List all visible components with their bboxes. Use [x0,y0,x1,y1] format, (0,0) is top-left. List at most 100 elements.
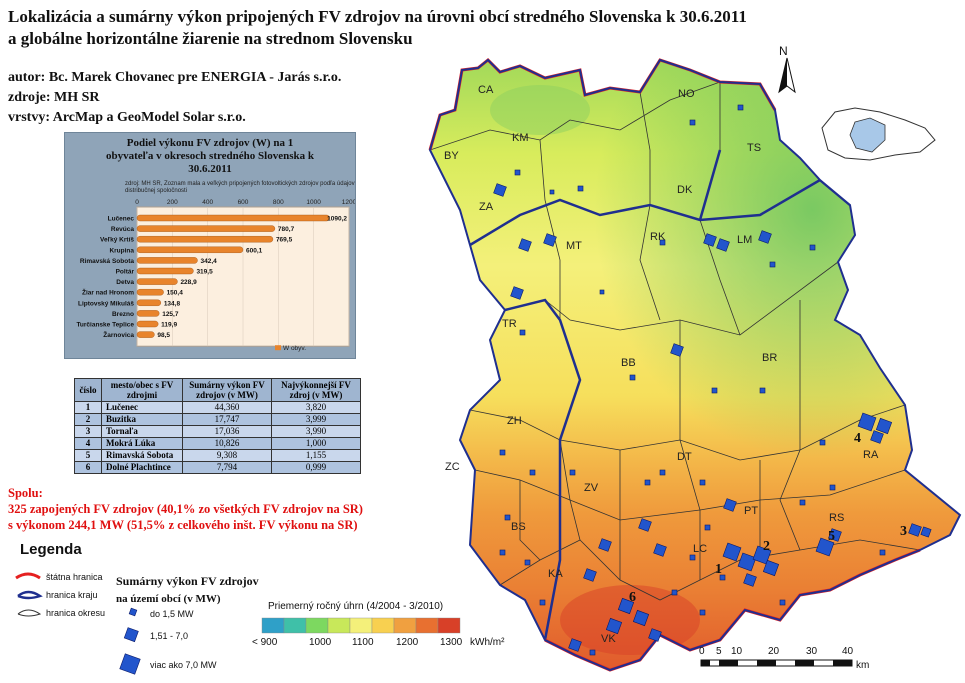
table-header: mesto/obec s FV zdrojmi [101,378,183,402]
map-metadata: autor: Bc. Marek Chovanec pre ENERGIA - … [8,68,341,128]
colorbar-label: 1200 [396,637,419,648]
table-row: 4 Mokrá Lúka 10,826 1,000 [74,437,361,450]
table-cell-total: 17,747 [182,413,272,426]
category-label: Liptovský Mikuláš [78,300,134,307]
x-tick-label: 200 [167,199,178,206]
table-cell-name: Buzitka [101,413,183,426]
district-label: ZH [507,415,522,427]
map-number: 1 [715,562,722,577]
table-cell-n: 5 [74,449,102,462]
scale-bar [700,659,853,667]
legend-power-title: Sumárny výkon FV zdrojov na území obcí (… [116,572,259,608]
colorbar-swatch [349,617,373,634]
legend-power-title-2: na území obcí (v MW) [116,593,221,605]
table-cell-total: 7,794 [182,461,272,474]
summary-line: Spolu: [8,486,43,500]
table-cell-max: 3,990 [271,425,361,438]
table-row: 2 Buzitka 17,747 3,999 [74,413,361,426]
scale-label: 5 [716,646,722,657]
colorbar-title: Priemerný ročný úhrn (4/2004 - 3/2010) [268,601,444,612]
value-label: 134,8 [164,300,181,307]
legend-label: W obyv. [283,345,306,352]
legend-state-border: štátna hranica [46,572,103,582]
bar [136,320,159,328]
district-label: DK [677,184,693,196]
table-header: číslo [74,378,102,402]
district-label: LM [737,234,752,246]
author-text: autor: Bc. Marek Chovanec pre ENERGIA - … [8,70,342,85]
irradiation-colorbar [261,617,461,634]
bar [136,278,178,285]
scale-label: 40 [842,646,854,657]
bar [136,246,244,254]
bar [136,235,274,243]
legend-size-small: do 1,5 MW [150,609,194,619]
category-label: Brezno [112,311,134,318]
table-cell-n: 3 [74,425,102,438]
value-label: 769,5 [276,237,293,244]
colorbar-label: 1100 [352,637,374,648]
category-label: Detva [116,279,134,286]
category-label: Krupina [109,247,134,254]
category-label: Turčianske Teplice [76,322,134,329]
bar [136,257,198,264]
table-cell-name: Lučenec [101,401,183,414]
x-tick-label: 1000 [306,199,321,206]
value-label: 319,5 [196,269,213,276]
district-label: TR [502,318,517,330]
category-label: Žiar nad Hronom [82,288,134,297]
district-label: ZC [445,461,460,473]
layers-text: vrstvy: ArcMap a GeoModel Solar s.r.o. [8,110,246,125]
chart-plot: 0 200 400 600 800 1000 1200 Lučenec 1090,2 Revúca… [76,199,355,352]
district-label: BR [762,352,777,364]
district-label: BY [444,150,459,162]
colorbar-swatch [305,617,329,634]
table-cell-n: 2 [74,413,102,426]
table-cell-total: 10,826 [182,437,272,450]
district-label: RA [863,449,879,461]
table-cell-name: Mokrá Lúka [101,437,183,450]
title-line-1: Lokalizácia a sumárny výkon pripojených … [8,7,747,26]
category-label: Revúca [111,226,135,233]
x-tick-label: 400 [202,199,213,206]
legend-size-large: viac ako 7,0 MW [150,660,217,670]
table-cell-n: 4 [74,437,102,450]
north-label: N [779,44,788,58]
table-row: 6 Dolné Plachtince 7,794 0,999 [74,461,361,474]
bar [136,331,155,338]
table-header: Sumárny výkon FV zdrojov (v MW) [182,378,272,402]
value-label: 780,7 [278,226,295,233]
bar [136,225,276,232]
x-tick-label: 800 [273,199,284,206]
colorbar-swatch [261,617,285,634]
category-label: Rimavská Sobota [80,258,135,265]
category-label: Lučenec [108,216,135,223]
colorbar-swatch [327,617,351,634]
table-header: Najvýkonnejší FV zdroj (v MW) [271,378,361,402]
category-label: Poltár [116,269,135,276]
slovakia-locator-map [821,107,936,161]
category-label: Žarnovica [103,330,134,339]
table-cell-max: 0,999 [271,461,361,474]
table-cell-name: Dolné Plachtince [101,461,183,474]
scale-label: 20 [768,646,780,657]
bar [136,214,330,222]
table-cell-name: Rimavská Sobota [101,449,183,462]
x-tick-label: 600 [238,199,249,206]
page-title: Lokalizácia a sumárny výkon pripojených … [8,6,747,50]
colorbar-swatch [437,617,461,634]
title-line-2: a globálne horizontálne žiarenie na stre… [8,29,413,48]
legend-power-title-1: Sumárny výkon FV zdrojov [116,574,259,588]
table-cell-max: 1,155 [271,449,361,462]
legend-district-border: hranica okresu [46,608,106,618]
legend-swatch [275,345,281,351]
legend-region-border: hranica kraju [46,590,98,600]
district-label: KM [512,132,529,144]
district-label: LC [693,543,707,555]
value-label: 342,4 [200,258,217,265]
map-number: 6 [629,590,636,605]
colorbar-label: < 900 [252,637,278,648]
colorbar-label: 1300 [440,637,463,648]
pv-markers [493,104,932,656]
district-label: VK [601,633,616,645]
